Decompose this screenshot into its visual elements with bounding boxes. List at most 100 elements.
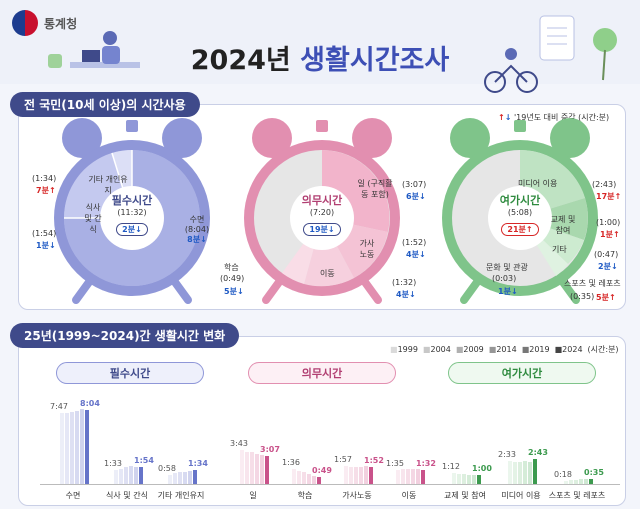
legend-label: 2014 xyxy=(496,345,517,354)
label-meal: 식사 및 간식 xyxy=(84,203,102,234)
bar-group: 3:43 3:07 xyxy=(230,386,280,484)
label-work-change: 6분 xyxy=(406,192,419,201)
bar xyxy=(513,461,517,484)
label-sports-change: 5분 xyxy=(596,293,609,302)
cyclist-illustration xyxy=(484,15,617,93)
down-arrow-icon: ↓ xyxy=(408,290,416,299)
category-label: 스포츠 및 레포츠 xyxy=(548,491,606,500)
label-sleep: 수면 (8:04) 8분↓ xyxy=(182,214,212,245)
bar xyxy=(292,469,296,484)
bar xyxy=(579,479,583,484)
bar xyxy=(467,474,471,484)
clock-obligatory-total: (7:20) xyxy=(309,208,335,217)
bar-last-label: 1:00 xyxy=(472,463,492,473)
bar-group: 1:33 1:54 xyxy=(104,386,154,484)
bar xyxy=(528,461,532,484)
bar xyxy=(317,476,321,484)
bar-last-label: 1:34 xyxy=(188,458,208,468)
bar xyxy=(240,450,244,484)
bar-group: 1:57 1:52 xyxy=(334,386,384,484)
bar xyxy=(396,469,400,484)
label-other-change: 2분 xyxy=(598,262,611,271)
label-commute: 이동 xyxy=(320,269,335,278)
bar xyxy=(533,459,537,484)
category-label: 수면 xyxy=(65,491,81,500)
category-label: 일 xyxy=(249,491,257,500)
bar xyxy=(401,469,405,484)
bar xyxy=(569,480,573,484)
label-sports: 스포츠 및 레포츠 xyxy=(564,279,621,288)
bar-last-label: 0:35 xyxy=(584,467,604,477)
category-label: 식사 및 간식 xyxy=(106,491,148,500)
clock-leisure xyxy=(442,118,598,304)
label-media-value: (2:43) xyxy=(592,180,617,189)
label-housework-change: 4분 xyxy=(406,250,419,259)
category-label: 이동 xyxy=(401,491,417,500)
up-arrow-icon: ↑ xyxy=(48,186,56,195)
trend-bar-chart: 7:47 8:04 수면 1:33 1:54 식사 및 간식 0:58 1:34 기타 개인유지… xyxy=(40,386,620,504)
bar xyxy=(344,466,348,484)
bar-last-label: 1:32 xyxy=(416,459,436,469)
bar-first-label: 1:35 xyxy=(386,458,404,468)
clock-obligatory-change: 19분 xyxy=(309,225,328,234)
label-other-value: (0:47) xyxy=(594,250,619,259)
bar xyxy=(265,455,269,484)
bar xyxy=(302,472,306,484)
bar xyxy=(134,466,138,484)
bar xyxy=(477,474,481,484)
bar xyxy=(349,466,353,484)
down-arrow-icon: ↓ xyxy=(135,225,142,234)
label-meal-change: 1분 xyxy=(36,241,49,250)
label-personal-value: (1:34) xyxy=(32,174,57,183)
group-pill-leisure: 여가시간 xyxy=(448,362,596,384)
down-arrow-icon: ↓ xyxy=(236,287,244,296)
bar xyxy=(564,481,568,484)
bar-group: 7:47 8:04 xyxy=(50,386,100,484)
down-arrow-icon: ↓ xyxy=(418,192,426,201)
down-arrow-icon: ↓ xyxy=(48,241,56,250)
bar-first-label: 3:43 xyxy=(230,439,248,449)
bar xyxy=(250,452,254,484)
bar xyxy=(173,473,177,484)
label-culture-value: (0:03) xyxy=(492,274,517,283)
taegeuk-icon xyxy=(12,10,38,36)
category-label: 교제 및 참여 xyxy=(444,491,486,500)
bar-first-label: 1:36 xyxy=(282,458,300,468)
label-culture-change: 1분 xyxy=(498,287,511,296)
down-arrow-icon: ↓ xyxy=(504,113,512,122)
up-arrow-icon: ↑ xyxy=(498,113,505,122)
legend-1999: ■1999 xyxy=(390,345,418,354)
label-social-change: 1분 xyxy=(600,230,613,239)
bar xyxy=(589,478,593,484)
bar-group: 2:33 2:43 xyxy=(498,386,548,484)
bar xyxy=(421,470,425,484)
year-legend: ■1999 ■2004 ■2009 ■2014 ■2019 ■2024 (시간:… xyxy=(390,344,619,355)
bar xyxy=(60,413,64,484)
down-arrow-icon: ↓ xyxy=(610,262,618,271)
bar xyxy=(75,410,79,484)
clock-leisure-total: (5:08) xyxy=(507,208,533,217)
bar-first-label: 1:57 xyxy=(334,455,352,465)
clock-essential xyxy=(54,118,210,304)
bar-group: 0:58 1:34 xyxy=(158,386,208,484)
label-sleep-value: (8:04) xyxy=(184,225,210,234)
label-work: 일 (구직활동 포함) xyxy=(357,179,393,199)
up-arrow-icon: ↑ xyxy=(525,225,533,234)
bar-last-label: 8:04 xyxy=(80,399,100,409)
label-study-change: 5분 xyxy=(224,287,237,296)
bar-first-label: 1:33 xyxy=(104,458,122,468)
bar-last-label: 3:07 xyxy=(260,444,280,454)
bar xyxy=(411,469,415,484)
down-arrow-icon: ↓ xyxy=(200,235,207,244)
bar xyxy=(584,479,588,484)
bar xyxy=(85,410,89,484)
bar xyxy=(354,466,358,484)
bar xyxy=(307,473,311,484)
legend-2024: ■2024 xyxy=(554,345,583,354)
bar-group: 0:18 0:35 xyxy=(554,386,604,484)
clock-obligatory xyxy=(244,118,400,304)
label-housework-value: (1:52) xyxy=(402,238,427,247)
bar xyxy=(416,469,420,484)
label-study-value: (0:49) xyxy=(220,274,245,283)
category-label: 가사노동 xyxy=(342,491,372,500)
